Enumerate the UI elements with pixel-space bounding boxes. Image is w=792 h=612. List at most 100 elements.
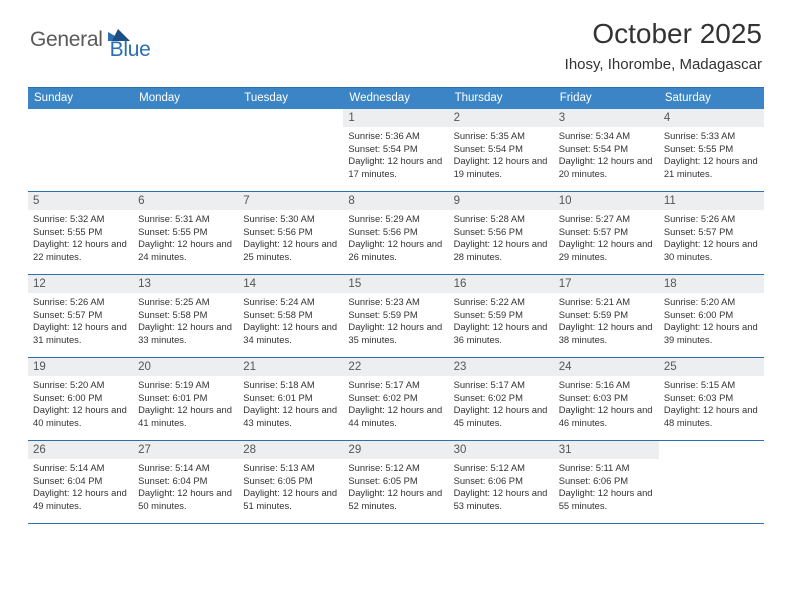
day-cell: 20Sunrise: 5:19 AMSunset: 6:01 PMDayligh… [133,358,238,440]
day-cell: 21Sunrise: 5:18 AMSunset: 6:01 PMDayligh… [238,358,343,440]
day-details: Sunrise: 5:24 AMSunset: 5:58 PMDaylight:… [238,293,343,351]
day-number: 31 [554,441,659,459]
day-number: 17 [554,275,659,293]
day-cell: 8Sunrise: 5:29 AMSunset: 5:56 PMDaylight… [343,192,448,274]
month-title: October 2025 [565,18,762,50]
title-block: October 2025 Ihosy, Ihorombe, Madagascar [565,18,762,73]
day-cell: 10Sunrise: 5:27 AMSunset: 5:57 PMDayligh… [554,192,659,274]
day-number: 16 [449,275,554,293]
weekday-header: Friday [554,88,659,109]
day-number: 21 [238,358,343,376]
day-details: Sunrise: 5:16 AMSunset: 6:03 PMDaylight:… [554,376,659,434]
day-cell: 14Sunrise: 5:24 AMSunset: 5:58 PMDayligh… [238,275,343,357]
day-number: 7 [238,192,343,210]
day-cell: 23Sunrise: 5:17 AMSunset: 6:02 PMDayligh… [449,358,554,440]
day-number: 9 [449,192,554,210]
weekday-header: Saturday [659,88,764,109]
weekday-header: Monday [133,88,238,109]
day-details: Sunrise: 5:19 AMSunset: 6:01 PMDaylight:… [133,376,238,434]
day-cell: 26Sunrise: 5:14 AMSunset: 6:04 PMDayligh… [28,441,133,523]
location: Ihosy, Ihorombe, Madagascar [565,56,762,73]
day-details: Sunrise: 5:29 AMSunset: 5:56 PMDaylight:… [343,210,448,268]
day-number: 14 [238,275,343,293]
day-cell: 19Sunrise: 5:20 AMSunset: 6:00 PMDayligh… [28,358,133,440]
day-cell: 27Sunrise: 5:14 AMSunset: 6:04 PMDayligh… [133,441,238,523]
day-details: Sunrise: 5:17 AMSunset: 6:02 PMDaylight:… [449,376,554,434]
day-number: 23 [449,358,554,376]
week-row: 26Sunrise: 5:14 AMSunset: 6:04 PMDayligh… [28,441,764,524]
day-cell: 2Sunrise: 5:35 AMSunset: 5:54 PMDaylight… [449,109,554,191]
day-details: Sunrise: 5:31 AMSunset: 5:55 PMDaylight:… [133,210,238,268]
day-details: Sunrise: 5:33 AMSunset: 5:55 PMDaylight:… [659,127,764,185]
week-row: 5Sunrise: 5:32 AMSunset: 5:55 PMDaylight… [28,192,764,275]
day-number: 22 [343,358,448,376]
day-cell: 24Sunrise: 5:16 AMSunset: 6:03 PMDayligh… [554,358,659,440]
day-cell [238,109,343,191]
day-number: 2 [449,109,554,127]
day-details: Sunrise: 5:25 AMSunset: 5:58 PMDaylight:… [133,293,238,351]
logo-text-blue: Blue [110,38,151,62]
day-cell: 1Sunrise: 5:36 AMSunset: 5:54 PMDaylight… [343,109,448,191]
day-cell: 5Sunrise: 5:32 AMSunset: 5:55 PMDaylight… [28,192,133,274]
day-details: Sunrise: 5:26 AMSunset: 5:57 PMDaylight:… [28,293,133,351]
day-cell: 28Sunrise: 5:13 AMSunset: 6:05 PMDayligh… [238,441,343,523]
day-cell: 18Sunrise: 5:20 AMSunset: 6:00 PMDayligh… [659,275,764,357]
day-number: 3 [554,109,659,127]
day-cell: 30Sunrise: 5:12 AMSunset: 6:06 PMDayligh… [449,441,554,523]
day-details: Sunrise: 5:34 AMSunset: 5:54 PMDaylight:… [554,127,659,185]
day-details: Sunrise: 5:22 AMSunset: 5:59 PMDaylight:… [449,293,554,351]
day-cell [28,109,133,191]
day-number: 4 [659,109,764,127]
header: General Blue October 2025 Ihosy, Ihoromb… [0,0,792,77]
day-details: Sunrise: 5:12 AMSunset: 6:06 PMDaylight:… [449,459,554,517]
day-details: Sunrise: 5:32 AMSunset: 5:55 PMDaylight:… [28,210,133,268]
day-number: 24 [554,358,659,376]
day-details: Sunrise: 5:17 AMSunset: 6:02 PMDaylight:… [343,376,448,434]
day-number: 20 [133,358,238,376]
day-cell [659,441,764,523]
day-cell: 15Sunrise: 5:23 AMSunset: 5:59 PMDayligh… [343,275,448,357]
weekday-header: Thursday [449,88,554,109]
day-cell: 11Sunrise: 5:26 AMSunset: 5:57 PMDayligh… [659,192,764,274]
day-cell: 7Sunrise: 5:30 AMSunset: 5:56 PMDaylight… [238,192,343,274]
day-number: 25 [659,358,764,376]
day-details: Sunrise: 5:18 AMSunset: 6:01 PMDaylight:… [238,376,343,434]
weekday-header: Sunday [28,88,133,109]
day-details: Sunrise: 5:14 AMSunset: 6:04 PMDaylight:… [28,459,133,517]
day-cell: 31Sunrise: 5:11 AMSunset: 6:06 PMDayligh… [554,441,659,523]
day-number: 18 [659,275,764,293]
day-details: Sunrise: 5:28 AMSunset: 5:56 PMDaylight:… [449,210,554,268]
day-cell: 25Sunrise: 5:15 AMSunset: 6:03 PMDayligh… [659,358,764,440]
day-cell: 17Sunrise: 5:21 AMSunset: 5:59 PMDayligh… [554,275,659,357]
day-details: Sunrise: 5:20 AMSunset: 6:00 PMDaylight:… [28,376,133,434]
day-number: 10 [554,192,659,210]
day-cell: 4Sunrise: 5:33 AMSunset: 5:55 PMDaylight… [659,109,764,191]
day-cell: 12Sunrise: 5:26 AMSunset: 5:57 PMDayligh… [28,275,133,357]
day-details: Sunrise: 5:15 AMSunset: 6:03 PMDaylight:… [659,376,764,434]
calendar: SundayMondayTuesdayWednesdayThursdayFrid… [28,87,764,524]
day-cell: 16Sunrise: 5:22 AMSunset: 5:59 PMDayligh… [449,275,554,357]
day-cell: 29Sunrise: 5:12 AMSunset: 6:05 PMDayligh… [343,441,448,523]
day-details: Sunrise: 5:14 AMSunset: 6:04 PMDaylight:… [133,459,238,517]
day-details: Sunrise: 5:13 AMSunset: 6:05 PMDaylight:… [238,459,343,517]
day-details: Sunrise: 5:35 AMSunset: 5:54 PMDaylight:… [449,127,554,185]
day-number: 13 [133,275,238,293]
logo-text-general: General [30,28,103,52]
day-number: 28 [238,441,343,459]
week-row: 12Sunrise: 5:26 AMSunset: 5:57 PMDayligh… [28,275,764,358]
day-cell: 13Sunrise: 5:25 AMSunset: 5:58 PMDayligh… [133,275,238,357]
day-details: Sunrise: 5:12 AMSunset: 6:05 PMDaylight:… [343,459,448,517]
day-details: Sunrise: 5:21 AMSunset: 5:59 PMDaylight:… [554,293,659,351]
day-number: 30 [449,441,554,459]
day-number: 1 [343,109,448,127]
day-cell: 6Sunrise: 5:31 AMSunset: 5:55 PMDaylight… [133,192,238,274]
day-number: 6 [133,192,238,210]
day-details: Sunrise: 5:26 AMSunset: 5:57 PMDaylight:… [659,210,764,268]
day-number: 29 [343,441,448,459]
day-cell: 22Sunrise: 5:17 AMSunset: 6:02 PMDayligh… [343,358,448,440]
weekday-header: Tuesday [238,88,343,109]
day-details: Sunrise: 5:30 AMSunset: 5:56 PMDaylight:… [238,210,343,268]
day-cell [133,109,238,191]
day-number: 12 [28,275,133,293]
day-number: 26 [28,441,133,459]
